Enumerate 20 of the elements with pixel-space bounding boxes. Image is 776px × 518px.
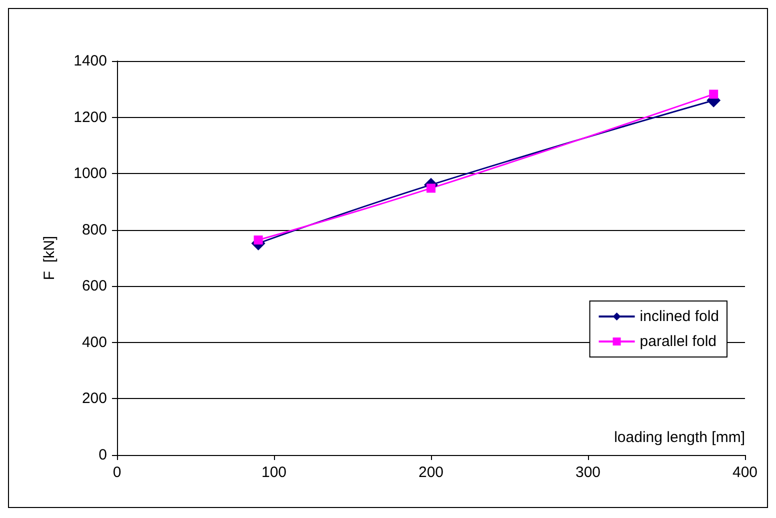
y-tick-label: 600 <box>82 278 107 295</box>
x-tick-label: 200 <box>418 464 444 481</box>
x-tick-label: 300 <box>575 464 601 481</box>
point <box>426 184 436 193</box>
y-tick-label: 1200 <box>74 108 107 126</box>
y-tick-label: 400 <box>82 334 107 351</box>
y-tick-label: 1000 <box>74 165 107 182</box>
legend-label: parallel fold <box>640 333 716 350</box>
x-tick-label: 0 <box>112 464 122 481</box>
point <box>709 90 718 99</box>
y-tick-label: 800 <box>82 221 107 238</box>
y-axis-title: F [kN] <box>41 236 58 280</box>
point <box>254 235 263 244</box>
y-tick-label: 0 <box>98 446 107 464</box>
y-tick-label: 1400 <box>74 52 107 70</box>
y-tick-label: 200 <box>82 390 107 408</box>
x-tick-label: 400 <box>732 464 758 481</box>
x-tick-label: 100 <box>261 464 287 481</box>
x-axis-title: loading length [mm] <box>614 429 745 446</box>
legend-label: inclined fold <box>640 308 719 325</box>
